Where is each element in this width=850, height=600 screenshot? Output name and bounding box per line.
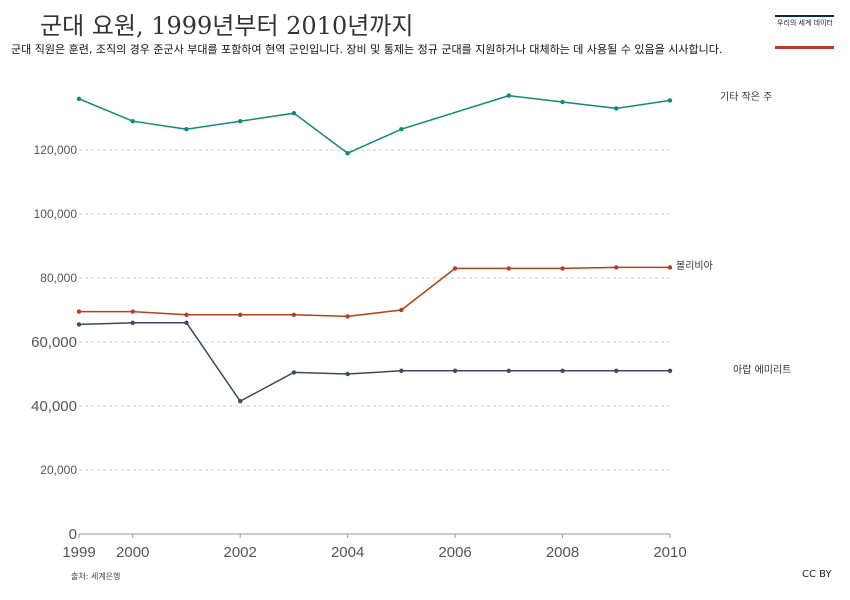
data-point: [237, 399, 243, 404]
y-tick-label: 80,000: [40, 271, 77, 285]
series-line: [79, 266, 670, 318]
source-note: 출처: 세계은행: [71, 572, 121, 581]
data-point: [399, 368, 404, 373]
data-point: [560, 368, 565, 373]
data-point: [506, 93, 512, 98]
y-tick-label: 60,000: [31, 334, 77, 351]
data-point: [237, 119, 243, 124]
data-point: [76, 322, 82, 327]
x-tick-label: 1999: [62, 544, 95, 561]
data-point: [560, 99, 565, 105]
logo-bottom-bar: [775, 46, 834, 49]
data-point: [184, 320, 189, 325]
y-tick-label: 40,000: [31, 398, 77, 415]
data-point: [345, 151, 350, 156]
x-tick-label: 2008: [546, 544, 579, 561]
data-point: [184, 127, 189, 132]
y-tick-label: 100,000: [34, 207, 78, 221]
license-link[interactable]: CC BY: [802, 569, 832, 580]
y-tick-label: 120,000: [34, 143, 78, 157]
owid-logo[interactable]: 우리의 세계 데이터: [775, 15, 834, 49]
data-point: [506, 368, 512, 373]
data-point: [667, 265, 673, 270]
data-point: [560, 266, 565, 271]
data-point: [130, 309, 135, 314]
chart-title: 군대 요원, 1999년부터 2010년까지: [40, 12, 414, 40]
data-point: [667, 368, 673, 373]
data-point: [399, 307, 404, 313]
data-point: [291, 312, 297, 317]
grid-layer: [79, 149, 670, 471]
series-label: 기타 작은 주: [720, 91, 772, 103]
data-point: [76, 309, 82, 314]
data-point: [130, 320, 135, 325]
data-point: [237, 312, 243, 317]
series-line: [78, 94, 671, 155]
data-point: [291, 370, 297, 375]
y-tick-label: 20,000: [40, 463, 77, 477]
data-point: [345, 371, 350, 377]
data-point: [76, 96, 82, 102]
axis-layer: 0 20,000 40,000 60,000 80,000 100,000 120,000 1…: [31, 143, 687, 561]
data-point: [614, 106, 619, 111]
data-point: [614, 368, 619, 373]
series-layer: [76, 93, 673, 404]
x-tick-label: 2000: [116, 544, 149, 561]
data-point: [667, 98, 673, 103]
x-tick-label: 2002: [223, 544, 256, 561]
data-point: [452, 368, 458, 373]
data-point: [452, 266, 458, 271]
data-point: [130, 119, 135, 124]
y-tick-label: 0: [69, 526, 77, 543]
x-tick-label: 2010: [653, 544, 686, 561]
data-point: [399, 127, 404, 132]
logo-text: 우리의 세계 데이터: [777, 19, 833, 27]
logo-top-bar: [775, 15, 834, 17]
data-point: [184, 312, 189, 317]
data-point: [291, 111, 297, 116]
x-tick-label: 2006: [438, 544, 471, 561]
x-tick-label: 2004: [331, 544, 364, 561]
data-point: [345, 314, 350, 319]
data-point: [614, 265, 619, 270]
series-label: 볼리비아: [676, 260, 713, 272]
series-line: [78, 322, 670, 403]
data-point: [506, 266, 512, 271]
chart-subtitle: 군대 직원은 훈련, 조직의 경우 준군사 부대를 포함하여 현역 군인입니다.…: [11, 43, 723, 56]
series-label: 아랍 에미리트: [733, 363, 791, 376]
